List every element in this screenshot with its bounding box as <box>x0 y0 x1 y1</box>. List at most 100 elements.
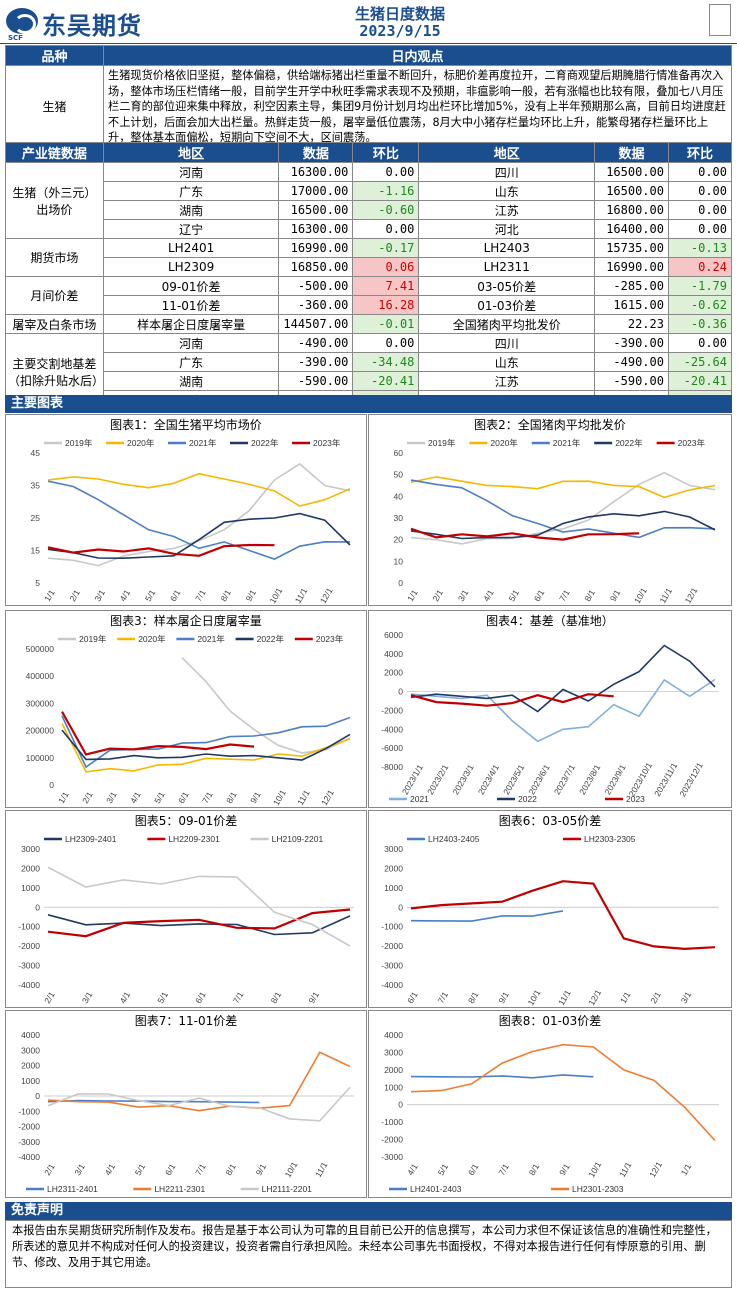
series-line-1 <box>410 644 716 713</box>
y-tick-label: -3000 <box>18 1137 40 1147</box>
x-tick-label: 2/1 <box>42 990 57 1005</box>
x-tick-label: 12/1 <box>586 988 603 1008</box>
region-cell: 河南 <box>102 333 280 353</box>
legend-label: 2021 <box>410 794 429 804</box>
region-cell: 四川 <box>418 333 596 353</box>
x-tick-label: 4/1 <box>103 1162 118 1177</box>
y-tick-label: 0 <box>35 902 40 912</box>
group-label: 生猪（外三元）出场价 <box>5 162 104 239</box>
series-line-1 <box>61 723 351 773</box>
x-tick-label: 2023/8/1 <box>577 762 602 796</box>
chart-panel-1: 图表1：全国生猪平均市场价 45 35 25 15 5 1/1 2/1 3/1 4/1 5/1 6/1… <box>5 414 367 606</box>
legend-label: 2023年 <box>316 634 344 644</box>
region-cell: 广东 <box>102 181 280 201</box>
x-tick-label: 2023/7/1 <box>552 762 577 796</box>
legend-label: LH2301-2303 <box>572 1184 624 1194</box>
series-line-0 <box>410 678 716 743</box>
legend-label: 2023年 <box>678 438 706 448</box>
x-tick-label: 2023/3/1 <box>450 762 475 796</box>
y-tick-label: 20 <box>394 535 404 545</box>
x-tick-label: 2023/10/1 <box>627 760 655 798</box>
region-cell: 山东 <box>418 352 596 372</box>
x-tick-label: 5/1 <box>143 588 158 603</box>
x-tick-label: 3/1 <box>92 588 107 603</box>
value-cell: 16800.00 <box>594 200 669 220</box>
region-cell: 11-01价差 <box>102 295 280 315</box>
y-tick-label: -6000 <box>381 743 403 753</box>
y-tick-label: -2000 <box>381 941 403 951</box>
charts-section-bar: 主要图表 <box>5 395 732 413</box>
x-tick-label: 10/1 <box>586 1160 603 1180</box>
change-cell: -1.16 <box>352 181 420 201</box>
series-line-3 <box>47 512 351 560</box>
y-tick-label: 4000 <box>384 1030 403 1040</box>
y-tick-label: 0 <box>35 1091 40 1101</box>
region-cell: 03-05价差 <box>418 276 596 296</box>
series-line-2 <box>47 1086 351 1122</box>
x-tick-label: 3/1 <box>679 990 694 1005</box>
x-tick-label: 11/1 <box>657 586 674 605</box>
y-tick-label: -4000 <box>381 980 403 990</box>
x-tick-label: 8/1 <box>466 990 481 1005</box>
y-tick-label: 15 <box>31 546 41 556</box>
industry-data-table: 产业链数据 地区 数据 环比 地区 数据 环比 生猪（外三元）出场价 河南 16300.00 0.0… <box>5 142 733 410</box>
value-cell: 22.23 <box>594 314 669 334</box>
legend-label: 2019年 <box>65 438 93 448</box>
x-tick-label: 2/1 <box>80 790 95 805</box>
x-tick-label: 2023/2/1 <box>425 762 450 796</box>
x-tick-label: 6/1 <box>532 588 547 603</box>
series-line-0 <box>410 910 564 922</box>
series-line-4 <box>410 527 640 541</box>
disclaimer-text: 本报告由东吴期货研究所制作及发布。报告是基于本公司认为可靠的且目前已公开的信息撰… <box>5 1220 732 1288</box>
change-cell: -0.01 <box>352 314 420 334</box>
x-tick-label: 12/1 <box>318 586 335 606</box>
x-tick-label: 1/1 <box>56 790 71 805</box>
x-tick-label: 2/1 <box>648 990 663 1005</box>
chart-panel-5: 图表5：09-01价差 3000 2000 1000 0 -1000 -2000 -3000 -… <box>5 810 367 1008</box>
legend-label: 2021年 <box>197 634 225 644</box>
y-tick-label: 5 <box>35 578 40 588</box>
legend-label: LH2209-2301 <box>168 834 220 844</box>
chart-title: 图表1：全国生猪平均市场价 <box>110 418 262 432</box>
x-tick-label: 8/1 <box>527 1162 542 1177</box>
y-tick-label: -1000 <box>18 1106 40 1116</box>
x-tick-label: 11/1 <box>295 788 312 807</box>
x-tick-label: 3/1 <box>104 790 119 805</box>
x-tick-label: 6/1 <box>193 990 208 1005</box>
y-tick-label: -1000 <box>381 922 403 932</box>
value-cell: -390.00 <box>278 352 354 372</box>
x-tick-label: 6/1 <box>466 1162 481 1177</box>
y-tick-label: 500000 <box>26 644 55 654</box>
series-line-0 <box>47 914 351 936</box>
change-cell: 0.00 <box>667 162 733 182</box>
table-row: 期货市场 LH2401 16990.00 -0.17 LH2403 15735.00 -0.… <box>5 238 733 277</box>
y-tick-label: -2000 <box>381 1135 403 1145</box>
x-tick-label: 7/1 <box>557 588 572 603</box>
y-tick-label: 60 <box>394 448 404 458</box>
legend-label: LH2111-2201 <box>262 1184 313 1194</box>
x-tick-label: 8/1 <box>218 588 233 603</box>
chart-panel-8: 图表8：01-03价差 4000 3000 2000 1000 0 -1000 -2000 -3… <box>368 1010 732 1198</box>
x-tick-label: 9/1 <box>608 588 623 603</box>
series-line-1 <box>410 1043 716 1142</box>
company-logo: 东吴期货 SCF <box>6 6 166 42</box>
change-cell: 0.00 <box>352 333 420 353</box>
value-cell: 144507.00 <box>278 314 354 334</box>
y-tick-label: -3000 <box>381 961 403 971</box>
value-cell: -590.00 <box>278 371 354 391</box>
region-cell: 河北 <box>418 219 596 239</box>
series-line-0 <box>410 1074 594 1079</box>
value-cell: 17000.00 <box>278 181 354 201</box>
x-tick-label: 8/1 <box>582 588 597 603</box>
change-cell: -0.62 <box>667 295 733 315</box>
change-cell: -0.60 <box>352 200 420 220</box>
value-cell: -390.00 <box>594 333 669 353</box>
x-tick-label: 8/1 <box>269 990 284 1005</box>
table-row: 屠宰及白条市场 样本屠企日度屠宰量 144507.00 -0.01 全国猪肉平均批发价 2… <box>5 314 733 334</box>
region-cell: 江苏 <box>418 371 596 391</box>
series-line-2 <box>47 480 351 560</box>
change-cell: -20.41 <box>352 371 420 391</box>
series-line-0 <box>181 657 351 754</box>
